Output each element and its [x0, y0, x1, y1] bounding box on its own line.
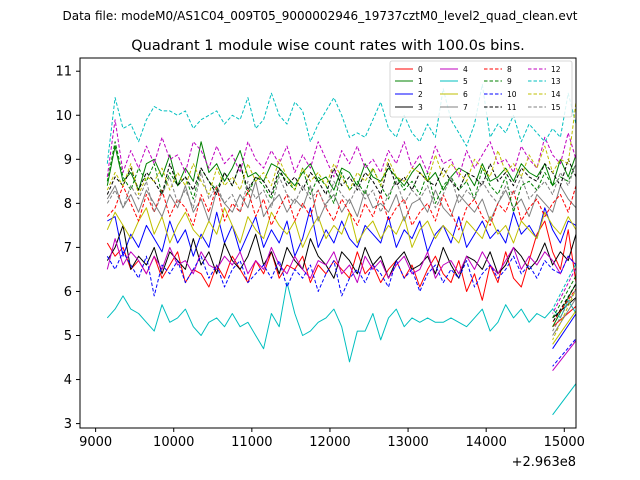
legend-label-13: 13: [551, 77, 561, 86]
legend-label-1: 1: [418, 77, 423, 86]
y-tick-label-10: 10: [55, 109, 72, 124]
series-line-11: [106, 158, 576, 323]
axes-frame: [79, 57, 577, 429]
x-tick-label-14000: 14000: [465, 435, 506, 450]
y-tick-label-6: 6: [64, 285, 72, 300]
legend-label-9: 9: [507, 77, 512, 86]
legend-label-5: 5: [463, 77, 468, 86]
legend-label-6: 6: [463, 90, 468, 99]
series-line-5: [106, 282, 576, 416]
chart-title: Quadrant 1 module wise count rates with …: [131, 38, 525, 54]
x-tick-label-13000: 13000: [387, 435, 428, 450]
y-tick-label-4: 4: [64, 373, 72, 388]
series-line-14: [106, 101, 576, 341]
legend-label-12: 12: [551, 65, 561, 74]
legend-label-11: 11: [507, 103, 517, 112]
legend-label-8: 8: [507, 65, 512, 74]
series-line-8: [106, 185, 576, 323]
x-tick-label-10000: 10000: [153, 435, 194, 450]
y-tick-label-8: 8: [64, 197, 72, 212]
series-line-12: [106, 119, 576, 314]
x-tick-label-12000: 12000: [309, 435, 350, 450]
y-tick-label-11: 11: [55, 65, 72, 80]
legend-box: [389, 60, 573, 118]
series-line-7: [106, 180, 576, 336]
data-file-header: Data file: modeM0/AS1C04_009T05_90000029…: [62, 9, 577, 23]
x-offset-label: +2.963e8: [512, 455, 576, 470]
series-line-0: [106, 220, 576, 328]
series-line-2: [107, 207, 576, 349]
series-layer: [106, 83, 576, 416]
series-line-13: [106, 83, 576, 310]
y-tick-label-7: 7: [64, 241, 72, 256]
y-tick-label-9: 9: [64, 153, 72, 168]
x-axis: 9000 10000 11000 12000 13000 14000 15000: [79, 428, 585, 450]
series-line-6: [106, 207, 576, 345]
plot-area: [79, 57, 577, 429]
legend-label-14: 14: [551, 90, 561, 99]
y-tick-label-5: 5: [64, 329, 72, 344]
legend-label-4: 4: [463, 65, 468, 74]
legend-label-7: 7: [463, 103, 468, 112]
y-axis: 3 4 5 6 7 8 9 10 11: [55, 65, 80, 432]
x-tick-label-15000: 15000: [544, 435, 585, 450]
legend-label-2: 2: [418, 90, 423, 99]
series-line-15: [106, 163, 576, 332]
x-tick-label-9000: 9000: [79, 435, 112, 450]
series-line-1: [106, 141, 576, 327]
legend-label-0: 0: [418, 65, 423, 74]
x-tick-label-11000: 11000: [231, 435, 272, 450]
legend-label-10: 10: [507, 90, 517, 99]
legend-label-3: 3: [418, 103, 423, 112]
y-tick-label-3: 3: [64, 417, 72, 432]
series-line-10: [106, 251, 576, 367]
series-line-3: [106, 224, 576, 319]
legend-label-15: 15: [551, 103, 561, 112]
